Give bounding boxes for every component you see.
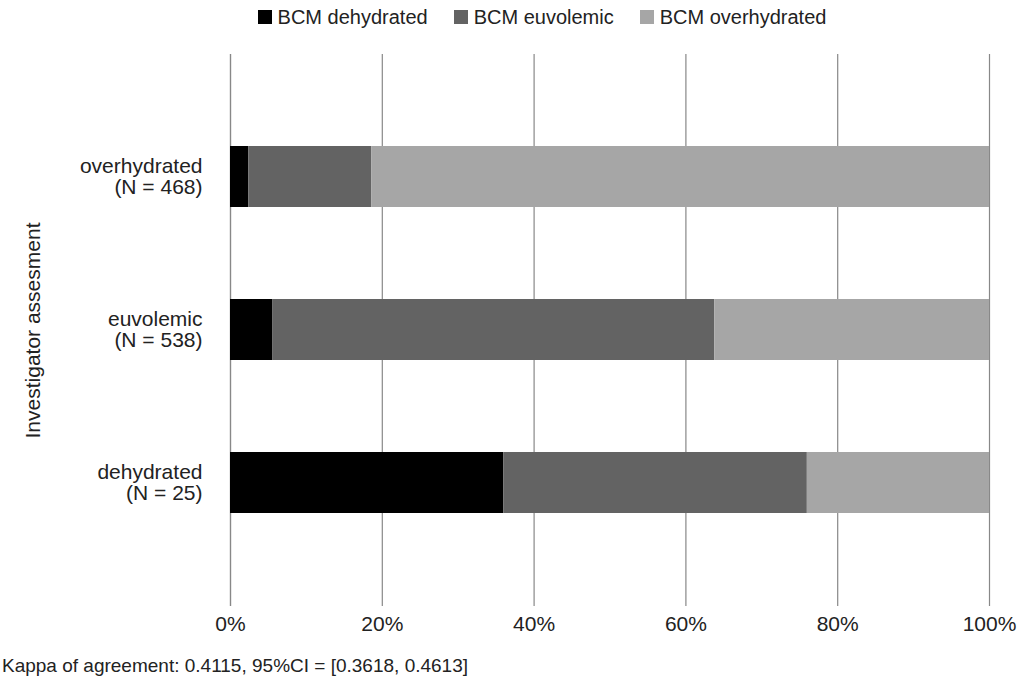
html-text:Kappa of agreement: 0.4115, 95: Kappa of agreement: 0.4115, 95%CI = [0.3… — [2, 655, 468, 676]
svg-text:dehydrated(N = 25): dehydrated(N = 25) — [97, 460, 202, 504]
svg-text:20%: 20% — [361, 612, 403, 635]
svg-text:80%: 80% — [817, 612, 859, 635]
svg-text:40%: 40% — [513, 612, 555, 635]
svg-text:60%: 60% — [665, 612, 707, 635]
html-text:BCM euvolemic: BCM euvolemic — [473, 5, 614, 28]
svg-text:100%: 100% — [963, 612, 1017, 635]
html-text:BCM dehydrated: BCM dehydrated — [277, 5, 428, 28]
svg-text:0%: 0% — [215, 612, 245, 635]
svg-text:Investigator assesment: Investigator assesment — [21, 222, 44, 438]
svg-text:euvolemic(N = 538): euvolemic(N = 538) — [108, 307, 203, 351]
html-text:BCM overhydrated: BCM overhydrated — [659, 5, 827, 28]
svg-text:overhydrated(N = 468): overhydrated(N = 468) — [80, 154, 203, 198]
